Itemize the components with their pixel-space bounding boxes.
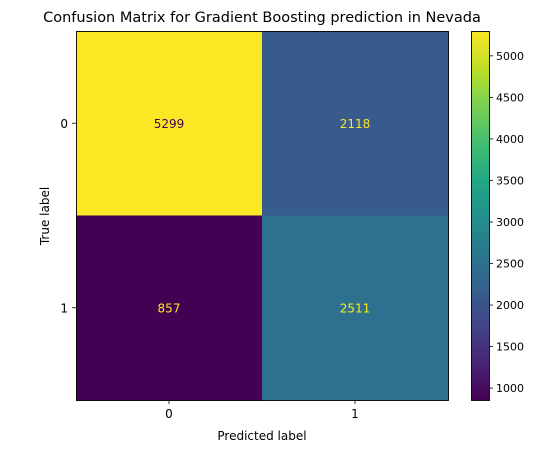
chart-title: Confusion Matrix for Gradient Boosting p… — [43, 10, 481, 26]
colorbar-frame — [471, 31, 490, 401]
matrix-cell-0-0 — [76, 31, 263, 216]
matrix-cell-label-1-1: 2511 — [340, 301, 371, 315]
matrix-cell-label-0-1: 2118 — [340, 117, 371, 131]
plot-frame — [76, 31, 449, 401]
colorbar-tick-label: 2000 — [496, 299, 524, 312]
matrix-cell-label-1-0: 857 — [158, 301, 181, 315]
matrix-cell-1-1 — [262, 215, 449, 401]
x-tick-label: 0 — [165, 407, 173, 421]
y-tick-label: 1 — [60, 301, 68, 315]
matrix-cell-1-0 — [76, 215, 263, 401]
colorbar — [471, 31, 489, 400]
colorbar-tick-label: 5000 — [496, 50, 524, 63]
y-tick-label: 0 — [60, 117, 68, 131]
colorbar-tick-label: 4000 — [496, 133, 524, 146]
colorbar-tick-label: 1500 — [496, 341, 524, 354]
colorbar-tick-label: 1000 — [496, 382, 524, 395]
y-axis-label: True label — [38, 187, 52, 246]
matrix-cell-label-0-0: 5299 — [154, 117, 185, 131]
colorbar-tick-label: 2500 — [496, 258, 524, 271]
x-tick-label: 1 — [351, 407, 359, 421]
colorbar-tick-label: 3500 — [496, 174, 524, 187]
colorbar-tick-label: 3000 — [496, 216, 524, 229]
colorbar-tick-label: 4500 — [496, 91, 524, 104]
matrix-cell-0-1 — [262, 31, 449, 216]
x-axis-label: Predicted label — [217, 429, 306, 443]
